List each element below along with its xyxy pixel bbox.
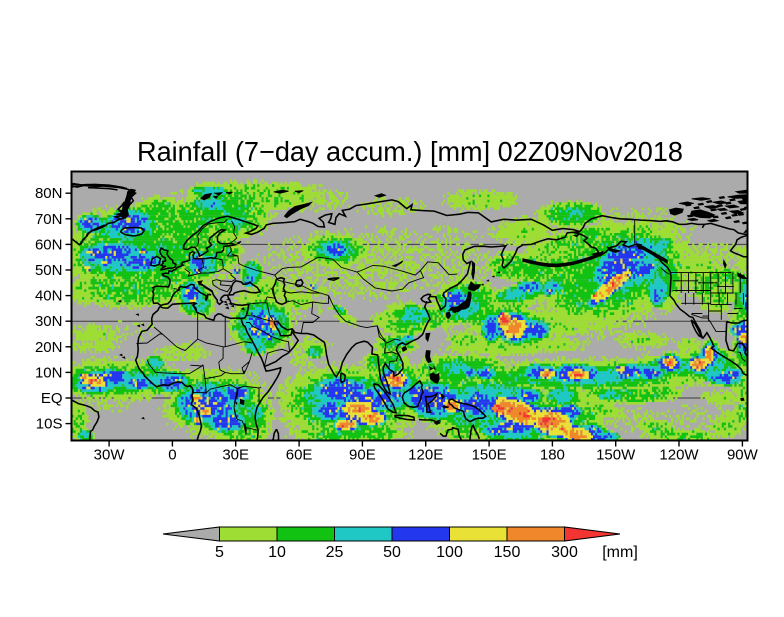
svg-text:180: 180 bbox=[540, 447, 565, 464]
svg-text:30W: 30W bbox=[94, 447, 126, 464]
svg-text:60E: 60E bbox=[286, 447, 313, 464]
svg-text:70N: 70N bbox=[35, 211, 63, 228]
svg-text:60N: 60N bbox=[35, 236, 63, 253]
svg-text:30E: 30E bbox=[222, 447, 249, 464]
svg-text:50N: 50N bbox=[35, 262, 63, 279]
svg-text:25: 25 bbox=[326, 544, 344, 561]
svg-text:80N: 80N bbox=[35, 185, 63, 202]
svg-text:10: 10 bbox=[268, 544, 286, 561]
svg-text:90W: 90W bbox=[727, 447, 759, 464]
svg-text:10S: 10S bbox=[36, 416, 63, 433]
svg-text:0: 0 bbox=[168, 447, 176, 464]
svg-text:[mm]: [mm] bbox=[602, 544, 638, 561]
svg-text:150E: 150E bbox=[472, 447, 507, 464]
svg-text:90E: 90E bbox=[349, 447, 376, 464]
svg-text:150: 150 bbox=[494, 544, 521, 561]
svg-text:50: 50 bbox=[383, 544, 401, 561]
svg-text:120E: 120E bbox=[408, 447, 443, 464]
svg-text:100: 100 bbox=[436, 544, 463, 561]
svg-text:20N: 20N bbox=[35, 339, 63, 356]
svg-text:120W: 120W bbox=[659, 447, 699, 464]
svg-text:10N: 10N bbox=[35, 364, 63, 381]
svg-text:30N: 30N bbox=[35, 313, 63, 330]
svg-text:5: 5 bbox=[215, 544, 224, 561]
svg-text:300: 300 bbox=[551, 544, 578, 561]
svg-text:EQ: EQ bbox=[41, 390, 63, 407]
svg-text:Rainfall (7−day accum.) [mm] 0: Rainfall (7−day accum.) [mm] 02Z09Nov201… bbox=[137, 136, 683, 167]
svg-text:150W: 150W bbox=[596, 447, 636, 464]
svg-text:40N: 40N bbox=[35, 288, 63, 305]
